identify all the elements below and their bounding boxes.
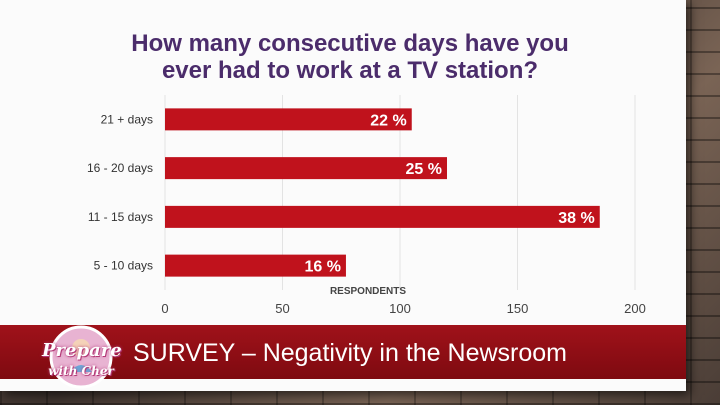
x-axis-title: RESPONDENTS bbox=[330, 286, 406, 297]
data-label-2: 38 % bbox=[558, 210, 594, 227]
bar-chart: 21 + days 22 % 16 - 20 days 25 % 11 - 15 day… bbox=[87, 95, 646, 316]
data-label-3: 16 % bbox=[304, 259, 340, 276]
x-tick-label-3: 150 bbox=[507, 301, 529, 316]
title-line-2: ever had to work at a TV station? bbox=[161, 57, 539, 84]
bar-1 bbox=[165, 157, 447, 180]
chart-title: How many consecutive days have you ever … bbox=[100, 30, 600, 84]
logo-text-prepare: Prepare bbox=[42, 340, 122, 361]
data-label-1: 25 % bbox=[406, 161, 442, 178]
prepare-with-cher-logo: Prepare with Cher bbox=[42, 318, 122, 396]
footer-banner bbox=[0, 325, 686, 379]
x-tick-label-0: 0 bbox=[161, 301, 168, 316]
x-tick-label-1: 50 bbox=[275, 301, 289, 316]
bar-0 bbox=[165, 108, 412, 131]
footer-title: SURVEY – Negativity in the Newsroom bbox=[133, 339, 567, 367]
x-tick-label-2: 100 bbox=[389, 301, 411, 316]
category-label-2: 11 - 15 days bbox=[88, 210, 153, 224]
category-label-0: 21 + days bbox=[101, 112, 153, 126]
bar-3 bbox=[165, 254, 346, 277]
category-label-1: 16 - 20 days bbox=[87, 161, 153, 175]
logo-badge-icon bbox=[49, 325, 113, 389]
bar-2 bbox=[165, 205, 600, 228]
category-label-3: 5 - 10 days bbox=[94, 259, 153, 273]
logo-text-with-cher: with Cher bbox=[48, 364, 114, 378]
data-label-0: 22 % bbox=[370, 112, 406, 129]
x-tick-label-4: 200 bbox=[624, 301, 646, 316]
title-line-1: How many consecutive days have you bbox=[131, 30, 569, 57]
